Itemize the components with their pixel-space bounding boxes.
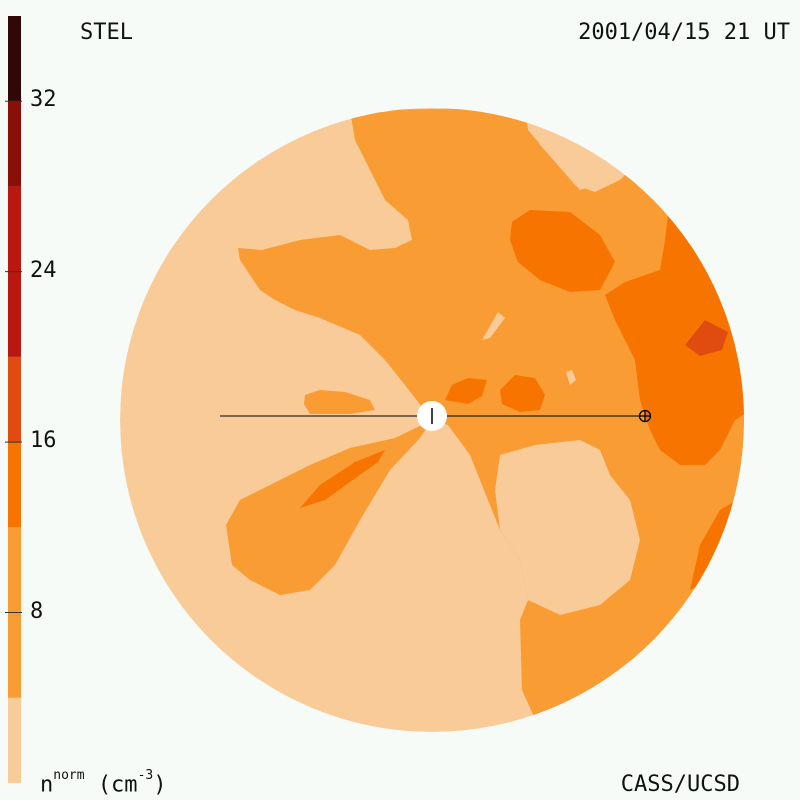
region-light-sliver-b — [566, 370, 576, 385]
colorbar — [5, 16, 22, 783]
region-low-density-pocket — [495, 440, 640, 615]
units-close: ) — [153, 772, 167, 798]
colorbar-tick-label: 32 — [30, 87, 57, 113]
timestamp-label: 2001/04/15 21 UT — [578, 20, 790, 45]
units-main: n — [40, 772, 54, 798]
sun-marker — [417, 401, 447, 431]
region-left-wedge — [226, 420, 432, 595]
region-mid-density — [238, 108, 744, 732]
earth-marker — [638, 409, 652, 423]
colorbar-segment — [8, 356, 21, 443]
units-exp: -3 — [137, 768, 154, 783]
source-label: STEL — [80, 20, 133, 45]
units-sup: norm — [53, 768, 85, 783]
region-left-streak — [300, 450, 385, 508]
colorbar-segment — [8, 16, 21, 102]
region-left-blob — [304, 390, 375, 414]
colorbar-tick-label: 8 — [30, 598, 44, 624]
colorbar-segment — [8, 697, 21, 783]
region-light-sliver-a — [482, 312, 505, 340]
region-high-density-north — [510, 210, 615, 292]
colorbar-segment — [8, 442, 21, 528]
units-rest: (cm — [97, 772, 138, 798]
colorbar-tick-label: 16 — [30, 428, 57, 454]
units-label: nnorm (cm-3) — [40, 768, 167, 798]
colorbar-segment — [8, 101, 21, 187]
region-peak-density — [685, 320, 728, 356]
credit-label: CASS/UCSD — [620, 772, 740, 797]
colorbar-tick-label: 24 — [30, 257, 57, 283]
region-blob-near-sun-a — [445, 378, 487, 404]
region-blob-near-sun-b — [500, 375, 545, 412]
